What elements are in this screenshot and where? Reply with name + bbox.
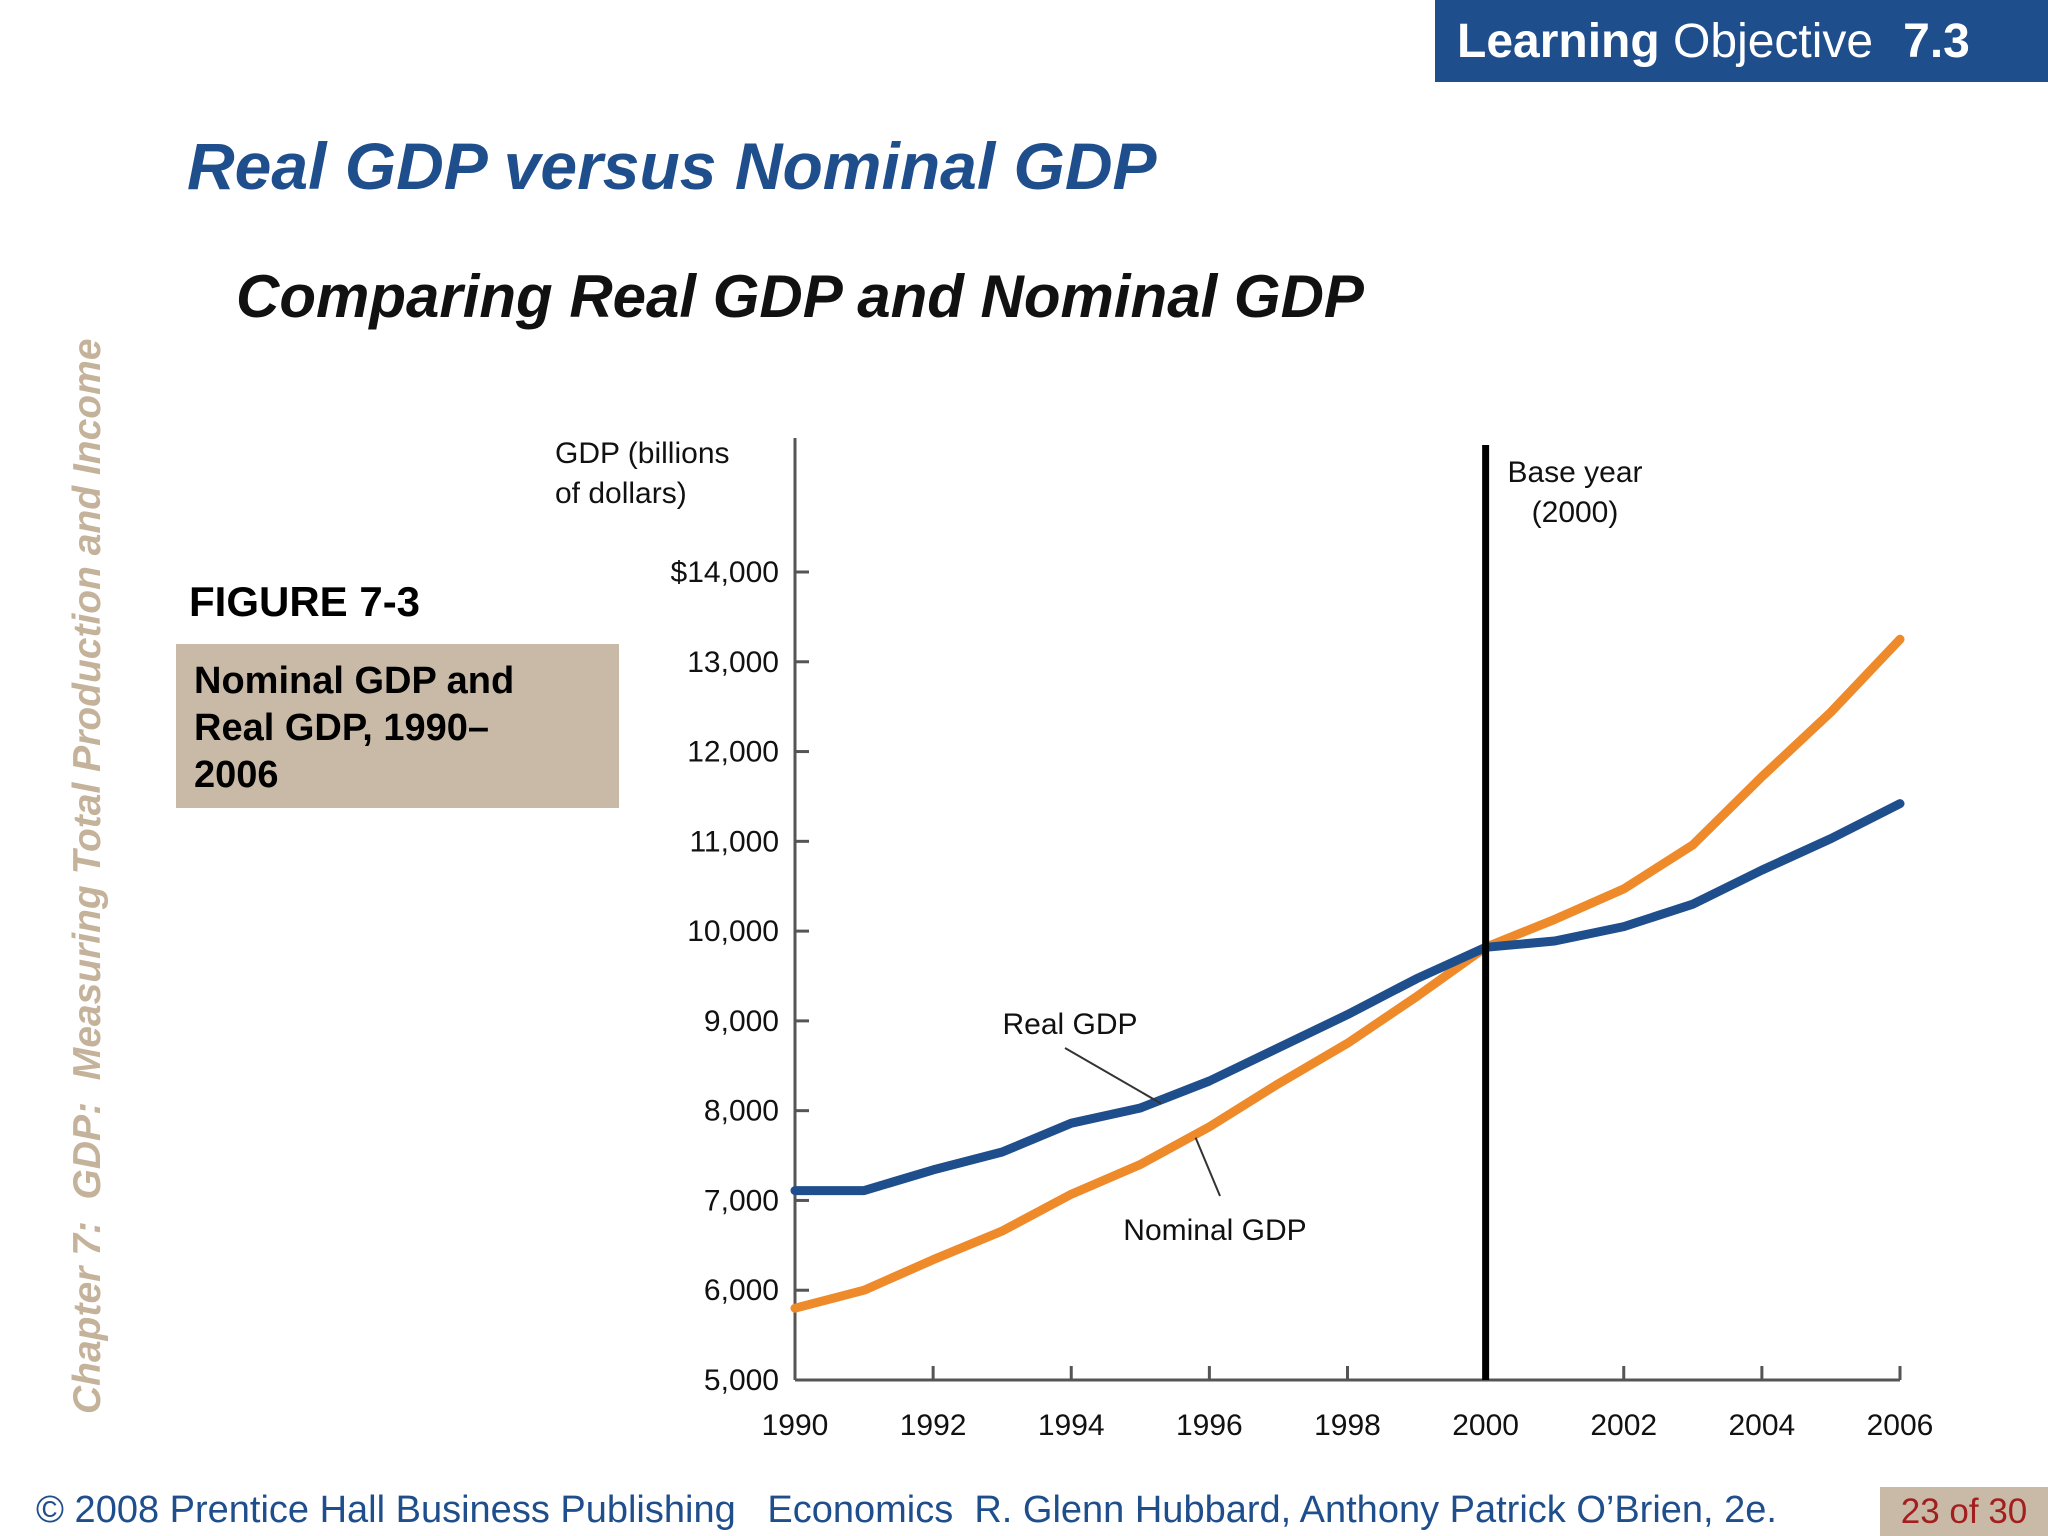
x-tick-label: 1998 [1314, 1409, 1381, 1442]
y-tick-label: 9,000 [704, 1005, 779, 1038]
y-tick-label: 8,000 [704, 1095, 779, 1128]
real-gdp-label: Real GDP [1002, 1008, 1137, 1041]
figure-caption-line: Nominal GDP and [194, 660, 515, 702]
base-year-label: (2000) [1532, 496, 1619, 529]
y-tick-label: 10,000 [687, 915, 779, 948]
y-tick-label: 12,000 [687, 736, 779, 769]
real-gdp-line [790, 799, 1905, 1196]
real-gdp-leader-line [1064, 1047, 1162, 1105]
slide-subtitle: Comparing Real GDP and Nominal GDP [236, 263, 1364, 330]
footer-credit: © 2008 Prentice Hall Business Publishing… [36, 1489, 1777, 1531]
y-tick-label: 6,000 [704, 1274, 779, 1307]
x-tick-label: 1996 [1176, 1409, 1243, 1442]
x-tick-label: 1992 [900, 1409, 967, 1442]
figure-caption-box: Nominal GDP and Real GDP, 1990– 2006 [176, 644, 619, 808]
figure-caption-line: 2006 [194, 754, 279, 796]
x-tick-label: 2002 [1590, 1409, 1657, 1442]
nominal-gdp-line [790, 634, 1905, 1313]
y-tick-label: 5,000 [704, 1364, 779, 1397]
base-year-label: Base year [1507, 456, 1642, 489]
figure-label: FIGURE 7-3 [189, 578, 421, 625]
y-tick-label: 11,000 [689, 825, 779, 858]
learning-objective-text: Objective [1673, 14, 1874, 68]
learning-objective-badge: Learning Objective 7.3 [1435, 0, 2048, 82]
x-tick-label: 1990 [762, 1409, 829, 1442]
y-axis-label: GDP (billions [555, 437, 730, 470]
slide-title: Real GDP versus Nominal GDP [187, 129, 1157, 203]
y-tick-label: $14,000 [671, 556, 779, 589]
chart-series [790, 634, 1905, 1313]
nominal-gdp-leader-line [1194, 1137, 1221, 1197]
y-tick-label: 7,000 [704, 1184, 779, 1217]
nominal-gdp-label: Nominal GDP [1123, 1214, 1306, 1247]
x-tick-label: 2000 [1452, 1409, 1519, 1442]
footer: © 2008 Prentice Hall Business Publishing… [0, 1487, 2048, 1536]
x-tick-label: 1994 [1038, 1409, 1105, 1442]
chart-annotations: Base year (2000) Real GDP Nominal GDP [1002, 445, 1643, 1380]
page-counter: 23 of 30 [1880, 1487, 2048, 1536]
x-tick-label: 2006 [1867, 1409, 1934, 1442]
chart-axes: 5,000 6,000 7,000 8,000 9,000 10,000 11,000 12,… [555, 437, 1933, 1442]
figure-caption-line: Real GDP, 1990– [194, 707, 490, 749]
y-tick-label: 13,000 [687, 646, 779, 679]
learning-objective-bold: Learning [1457, 14, 1660, 68]
learning-objective-number: 7.3 [1903, 14, 1970, 68]
y-axis-label: of dollars) [555, 477, 687, 510]
x-tick-label: 2004 [1729, 1409, 1796, 1442]
